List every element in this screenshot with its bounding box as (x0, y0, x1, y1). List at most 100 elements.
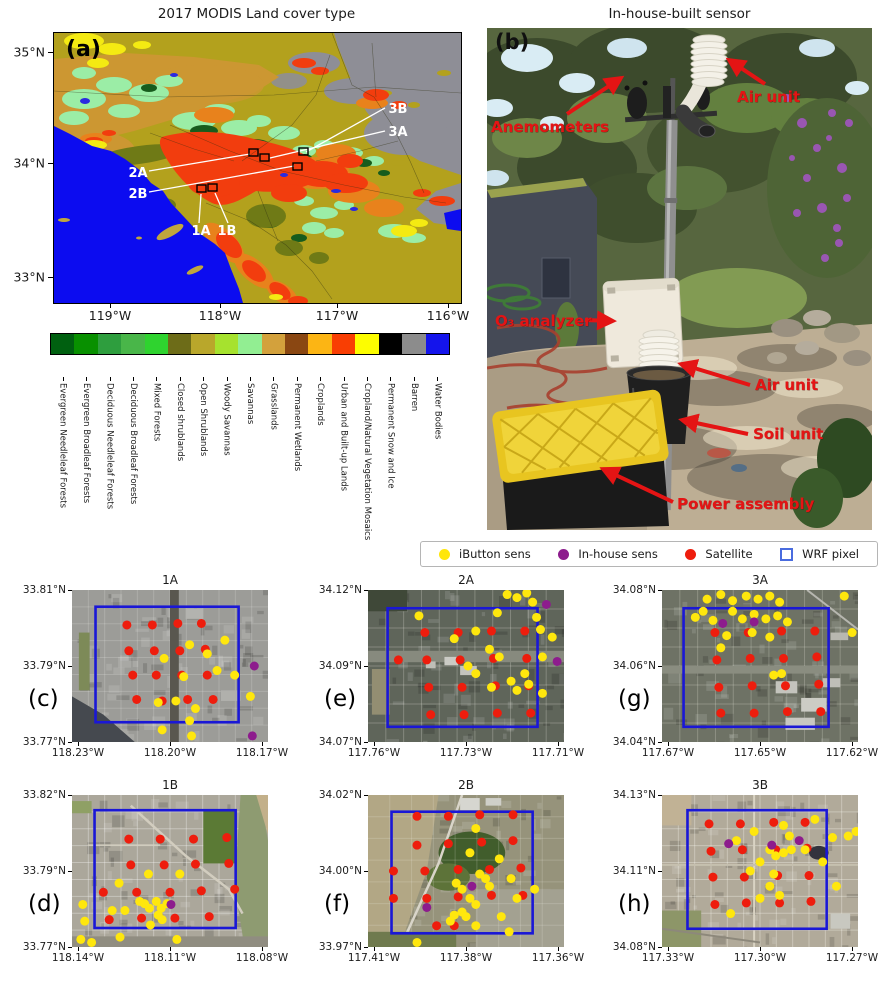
in-house-sensor-dot (247, 731, 257, 741)
ibutton-sensor-dot (494, 652, 504, 662)
panel-b-letter: (b) (495, 30, 530, 54)
tick-mark (364, 590, 368, 591)
panel-a-ytick: 33°N (13, 269, 45, 285)
satellite-sensor-dot (424, 682, 434, 692)
ibutton-sensor-dot (547, 632, 557, 642)
wrf-pixel-box (682, 606, 830, 729)
tick-mark (48, 52, 53, 53)
ibutton-sensor-dot (520, 669, 530, 679)
ibutton-sensor-dot (471, 669, 481, 679)
site-label-1A: 1A (191, 224, 210, 239)
ibutton-sensor-dot (465, 848, 475, 858)
panel-3a-map: 3A (g) 34.08°N 34.06°N 34.04°N 117.67°W 117.… (613, 573, 878, 759)
satellite-sensor-dot (453, 864, 463, 874)
satellite-sensor-dot (126, 860, 136, 870)
cbar-cell-mixed-forests (144, 334, 169, 354)
panel-letter: (c) (28, 686, 59, 712)
satellite-sensor-dot (173, 618, 183, 628)
satellite-sensor-dot (196, 886, 206, 896)
ibutton-sensor-dot (496, 912, 506, 922)
ibutton-sensor-dot (151, 896, 161, 906)
ibutton-sensor-dot (831, 881, 841, 891)
wrf-pixel-box (386, 606, 539, 729)
panel-2b-map: 2B (f) 34.02°N 34.00°N 33.97°N 117.41°W 117.… (319, 778, 584, 964)
satellite-sensor-dot (122, 620, 132, 630)
ibutton-sensor-dot (461, 912, 471, 922)
annotation-soil-unit: Soil unit (753, 425, 824, 443)
panel-letter: (h) (618, 891, 651, 917)
legend-label: In-house sens (578, 547, 658, 561)
satellite-sensor-dot (508, 810, 518, 820)
salton-sea (444, 209, 461, 231)
ibutton-sensor-dot (753, 594, 763, 604)
lakes (80, 73, 358, 211)
cbar-cell-cropland-natural-vegetation-mosaics (355, 334, 379, 354)
wrf-pixel-box (94, 605, 240, 724)
cbar-label: Evergreen Needleleaf Forests (57, 383, 68, 509)
ibutton-sensor-dot (486, 682, 496, 692)
cbar-label: Savannas (245, 383, 255, 425)
ibutton-sensor-dot (471, 899, 481, 909)
y-tick-label: 34.00°N (318, 865, 362, 877)
ibutton-sensor-dot (755, 893, 765, 903)
x-tick-label: 117.33°W (641, 952, 695, 964)
panel-a-title: 2017 MODIS Land cover type (157, 6, 356, 22)
ibutton-sensor-dot (445, 916, 455, 926)
ibutton-sensor-dot (745, 866, 755, 876)
ibutton-sensor-dot (716, 643, 726, 653)
cbar-label: Deciduous Needleleaf Forests (104, 383, 115, 510)
ibutton-sensor-dot (449, 634, 459, 644)
y-tick-label: 33.79°N (22, 865, 66, 877)
ibutton-sensor-dot (839, 591, 849, 601)
tick-mark (466, 742, 467, 746)
satellite-sensor-dot (769, 817, 779, 827)
tick-mark (374, 742, 375, 746)
annotation-power-assembly: Power assembly (677, 495, 815, 513)
satellite-sensor-dot (388, 866, 398, 876)
ibutton-sensor-dot (769, 869, 779, 879)
satellite-sensor-dot (204, 912, 214, 922)
y-tick-label: 34.09°N (318, 660, 362, 672)
tick-mark (852, 947, 853, 951)
ibutton-sensor-dot (494, 854, 504, 864)
ibutton-sensor-dot (810, 814, 820, 824)
x-tick-label: 117.30°W (733, 952, 787, 964)
panel-2a-map: 2A (e) 34.12°N 34.09°N 34.07°N 117.76°W 117.… (319, 573, 584, 759)
wrf-pixel-box (686, 808, 828, 931)
ibutton-sensor-dot (78, 899, 88, 909)
cbar-label: Permanent Snow and Ice (385, 383, 396, 489)
site-leader-line-1B (214, 192, 229, 224)
cbar-tick (437, 377, 439, 381)
ibutton-sensor-dot (512, 893, 522, 903)
ibutton-sensor-dot (157, 725, 167, 735)
satellite-sensor-dot (485, 864, 495, 874)
ibutton-sensor-dot (457, 884, 467, 894)
ibutton-sensor-dot (412, 937, 422, 947)
satellite-sensor-dot (486, 626, 496, 636)
satellite-sensor-dot (477, 837, 487, 847)
ibutton-sensor-dot (504, 927, 514, 937)
tick-mark (48, 277, 53, 278)
tick-mark (364, 666, 368, 667)
satellite-sensor-dot (147, 620, 157, 630)
panel-a-ytick: 34°N (13, 155, 45, 171)
ibutton-sensor-dot (80, 916, 90, 926)
in-house-sensor-dot (467, 881, 477, 891)
cbar-tick (320, 377, 322, 381)
ibutton-sensor-dot (463, 661, 473, 671)
satellite-sensor-dot (814, 679, 824, 689)
y-tick-label: 34.11°N (612, 865, 656, 877)
ibutton-sensor-dot (143, 869, 153, 879)
cbar-cell-evergreen-broadleaf-forests (74, 334, 98, 354)
tick-mark (262, 947, 263, 951)
ibutton-sensor-dot (465, 893, 475, 903)
in-house-sensor-dot (552, 656, 562, 666)
legend-item-ibutton-sens: iButton sens (439, 547, 531, 561)
cbar-label: Woody Savannas (221, 383, 232, 456)
satellite-sensor-dot (812, 652, 822, 662)
ibutton-sensor-dot (800, 845, 810, 855)
site-box-3A (259, 153, 270, 162)
satellite-sensor-dot (780, 681, 790, 691)
x-tick-label: 118.14°W (51, 952, 105, 964)
cbar-cell-evergreen-needleleaf-forests (51, 334, 75, 354)
